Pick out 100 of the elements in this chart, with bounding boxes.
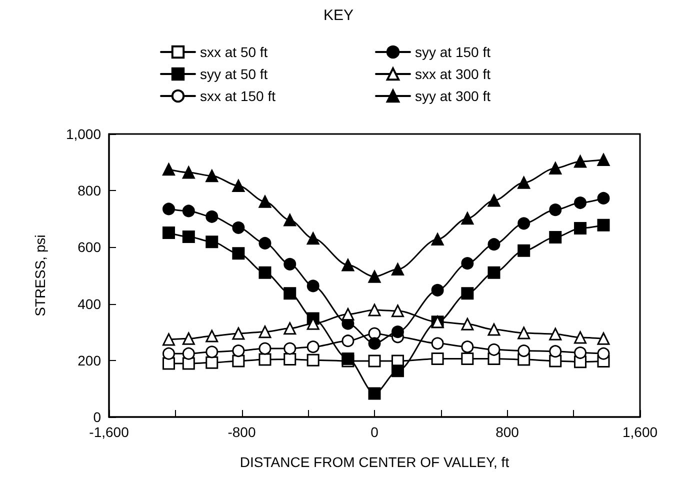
point: [368, 304, 381, 316]
point: [518, 344, 530, 358]
point: [461, 318, 474, 330]
point: [549, 328, 562, 340]
point: [431, 233, 444, 246]
x-tick-label: -1,600: [89, 424, 130, 440]
point: [284, 342, 296, 355]
point: [258, 266, 272, 279]
point: [342, 334, 354, 348]
point: [206, 170, 218, 182]
point: [431, 337, 444, 350]
point: [306, 232, 320, 245]
point: [342, 308, 354, 321]
point: [549, 345, 562, 358]
point: [574, 222, 587, 234]
y-tick-label: 600: [78, 239, 102, 256]
point: [284, 322, 296, 335]
point: [488, 323, 500, 336]
point: [182, 332, 195, 345]
y-tick-label: 400: [78, 296, 102, 312]
point: [391, 364, 404, 378]
point: [342, 352, 354, 365]
point: [488, 194, 500, 207]
legend-title: KEY: [323, 7, 354, 24]
point: [206, 346, 218, 358]
point: [162, 333, 175, 346]
point: [284, 287, 296, 300]
y-axis-title: STRESS, psi: [32, 234, 48, 316]
legend-label: syy at 300 ft: [415, 88, 491, 104]
legend-label: sxx at 150 ft: [200, 88, 276, 104]
point: [597, 218, 610, 232]
point: [461, 212, 474, 225]
point: [206, 330, 218, 342]
point: [182, 230, 195, 243]
point: [232, 344, 245, 358]
point: [182, 347, 195, 360]
point: [284, 353, 296, 366]
point: [258, 195, 272, 208]
point: [206, 236, 218, 248]
point: [306, 354, 320, 366]
point: [488, 343, 500, 356]
point: [182, 166, 195, 179]
y-tick-label: 0: [93, 409, 102, 425]
point: [206, 356, 218, 369]
point: [461, 257, 474, 270]
point: [368, 327, 381, 340]
point: [488, 266, 500, 279]
point: [549, 204, 562, 216]
legend-label: syy at 150 ft: [415, 44, 491, 60]
point: [306, 340, 320, 354]
point: [391, 304, 404, 318]
point: [549, 231, 562, 244]
point: [162, 163, 175, 176]
point: [488, 238, 500, 251]
x-tick-label: 800: [496, 424, 520, 440]
x-tick-label: 0: [370, 424, 379, 440]
point: [461, 340, 474, 354]
point: [162, 226, 175, 240]
point: [182, 204, 195, 218]
point: [368, 270, 381, 283]
point: [306, 280, 320, 292]
point: [597, 192, 610, 204]
point: [518, 326, 530, 340]
point: [518, 244, 530, 257]
point: [258, 353, 272, 366]
point: [162, 202, 175, 216]
point: [368, 354, 381, 368]
point: [518, 176, 530, 189]
point: [162, 357, 175, 370]
legend-label: sxx at 300 ft: [415, 66, 491, 82]
point: [182, 357, 195, 370]
x-axis-title: DISTANCE FROM CENTER OF VALLEY, ft: [240, 454, 510, 470]
point: [342, 258, 354, 272]
point: [206, 210, 218, 223]
point: [368, 337, 381, 350]
point: [391, 326, 404, 338]
point: [258, 236, 272, 250]
point: [232, 180, 245, 192]
point: [284, 214, 296, 226]
point: [597, 154, 610, 166]
point: [391, 263, 404, 276]
point: [232, 354, 245, 368]
point: [258, 326, 272, 338]
x-tick-label: -800: [228, 424, 256, 440]
point: [574, 196, 587, 210]
point: [232, 247, 245, 260]
y-tick-label: 800: [78, 182, 102, 199]
point: [368, 387, 381, 400]
legend-label: syy at 50 ft: [200, 66, 268, 82]
legend-label: sxx at 50 ft: [200, 44, 268, 60]
point: [574, 331, 587, 344]
point: [574, 346, 587, 360]
point: [284, 258, 296, 270]
point: [597, 347, 610, 360]
point: [574, 155, 587, 168]
point: [549, 162, 562, 174]
point: [258, 342, 272, 355]
point: [431, 352, 444, 365]
point: [232, 221, 245, 234]
point: [461, 352, 474, 365]
